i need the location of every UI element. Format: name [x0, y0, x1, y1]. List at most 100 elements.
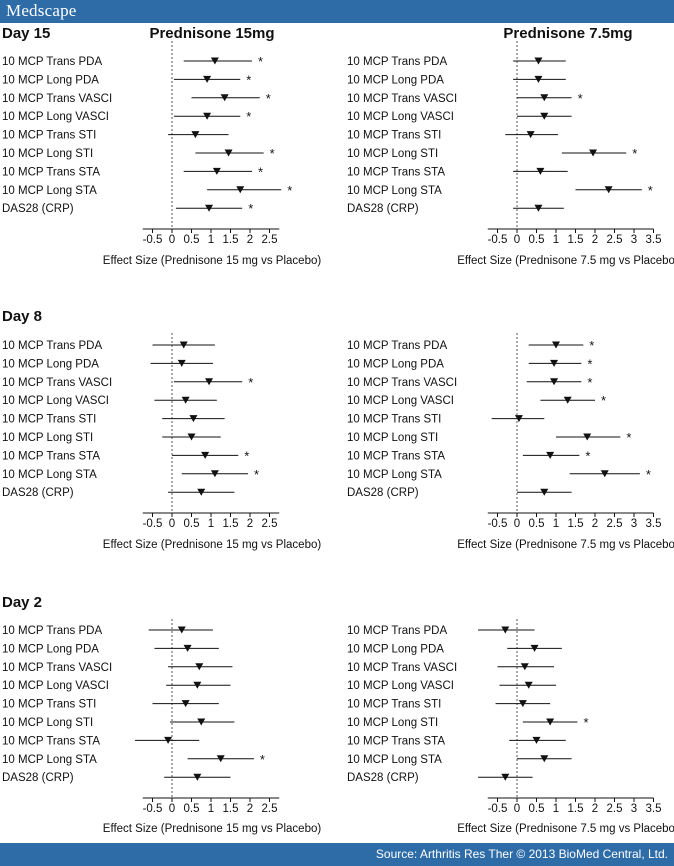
significance-asterisk: * — [626, 430, 631, 445]
column-title-prednisone-15mg: Prednisone 15mg — [149, 25, 274, 42]
row-label: 10 MCP Long STI — [2, 432, 93, 444]
x-tick-label: 2 — [592, 803, 598, 815]
row-label: 10 MCP Long STI — [347, 717, 438, 729]
effect-estimate-marker — [183, 644, 192, 652]
row-label: 10 MCP Trans VASCI — [347, 377, 457, 389]
x-tick-label: 2.5 — [607, 518, 623, 530]
x-tick-label: 0 — [514, 803, 520, 815]
effect-estimate-marker — [181, 700, 190, 708]
significance-asterisk: * — [585, 448, 590, 463]
row-label: 10 MCP Long VASCI — [347, 111, 454, 123]
x-tick-label: 2.5 — [262, 803, 278, 815]
effect-estimate-marker — [534, 75, 543, 83]
row-label: 10 MCP Trans STI — [347, 699, 441, 711]
row-label: 10 MCP Long VASCI — [347, 395, 454, 407]
x-tick-label: 1 — [208, 234, 214, 246]
x-tick-label: 0 — [169, 234, 175, 246]
x-tick-label: 2 — [592, 234, 598, 246]
section-title-day: Day 2 — [2, 594, 42, 611]
row-label: 10 MCP Trans VASCI — [347, 93, 457, 105]
x-tick-label: 1 — [208, 803, 214, 815]
effect-estimate-marker — [536, 167, 545, 175]
effect-estimate-marker — [195, 663, 204, 671]
significance-asterisk: * — [632, 146, 637, 161]
effect-estimate-marker — [224, 149, 233, 157]
significance-asterisk: * — [246, 72, 251, 87]
significance-asterisk: * — [587, 375, 592, 390]
row-label: DAS28 (CRP) — [347, 772, 419, 784]
section-title-day: Day 8 — [2, 308, 42, 325]
row-label: 10 MCP Long STI — [347, 432, 438, 444]
effect-estimate-marker — [501, 626, 510, 634]
effect-estimate-marker — [540, 755, 549, 763]
significance-asterisk: * — [646, 467, 651, 482]
significance-asterisk: * — [258, 164, 263, 179]
effect-estimate-marker — [518, 700, 527, 708]
x-tick-label: -0.5 — [488, 518, 508, 530]
row-label: 10 MCP Trans STA — [2, 166, 100, 178]
effect-estimate-marker — [216, 755, 225, 763]
effect-estimate-marker — [534, 204, 543, 212]
x-axis-label: Effect Size (Prednisone 7.5 mg vs Placeb… — [457, 823, 674, 835]
effect-estimate-marker — [212, 167, 221, 175]
x-tick-label: 1 — [553, 518, 559, 530]
effect-estimate-marker — [177, 359, 186, 367]
x-axis-label: Effect Size (Prednisone 15 mg vs Placebo… — [103, 823, 322, 835]
x-tick-label: 2 — [247, 518, 253, 530]
effect-estimate-marker — [203, 112, 212, 120]
row-label: 10 MCP Long PDA — [347, 74, 444, 86]
x-axis-label: Effect Size (Prednisone 7.5 mg vs Placeb… — [457, 539, 674, 551]
x-tick-label: 1.5 — [568, 803, 584, 815]
significance-asterisk: * — [244, 448, 249, 463]
effect-estimate-marker — [583, 433, 592, 441]
row-label: 10 MCP Trans VASCI — [347, 662, 457, 674]
x-tick-label: 2.5 — [262, 234, 278, 246]
x-tick-label: 2 — [247, 803, 253, 815]
row-label: 10 MCP Trans STI — [347, 130, 441, 142]
medscape-logo: Medscape — [6, 1, 77, 20]
significance-asterisk: * — [246, 109, 251, 124]
row-label: 10 MCP Trans STI — [347, 414, 441, 426]
effect-estimate-marker — [552, 341, 560, 349]
effect-estimate-marker — [197, 718, 206, 726]
x-tick-label: 3 — [631, 234, 637, 246]
effect-estimate-marker — [589, 149, 598, 157]
x-tick-label: 0.5 — [184, 234, 200, 246]
x-tick-label: -0.5 — [143, 518, 163, 530]
effect-estimate-marker — [563, 396, 572, 404]
effect-estimate-marker — [205, 204, 214, 212]
x-tick-label: 2.5 — [607, 803, 623, 815]
row-label: 10 MCP Long PDA — [347, 643, 444, 655]
row-label: 10 MCP Long STA — [347, 469, 442, 481]
row-label: 10 MCP Trans VASCI — [2, 662, 112, 674]
column-title-prednisone-7-5mg: Prednisone 7.5mg — [503, 25, 632, 42]
x-tick-label: 1.5 — [223, 234, 239, 246]
row-label: 10 MCP Trans VASCI — [2, 377, 112, 389]
x-tick-label: 3.5 — [646, 803, 662, 815]
x-tick-label: 1.5 — [223, 518, 239, 530]
effect-estimate-marker — [540, 94, 549, 102]
row-label: 10 MCP Trans STA — [347, 735, 445, 747]
x-tick-label: -0.5 — [488, 234, 508, 246]
row-label: 10 MCP Long STA — [2, 185, 97, 197]
row-label: 10 MCP Long VASCI — [2, 680, 109, 692]
row-label: 10 MCP Long STA — [2, 754, 97, 766]
row-label: 10 MCP Trans PDA — [347, 56, 447, 68]
row-label: 10 MCP Trans PDA — [347, 625, 447, 637]
significance-asterisk: * — [260, 752, 265, 767]
row-label: 10 MCP Long STA — [347, 185, 442, 197]
x-axis-label: Effect Size (Prednisone 15 mg vs Placebo… — [103, 255, 322, 267]
effect-estimate-marker — [164, 736, 173, 744]
row-label: 10 MCP Long VASCI — [347, 680, 454, 692]
significance-asterisk: * — [578, 91, 583, 106]
effect-estimate-marker — [201, 451, 210, 459]
footer-bar: Source: Arthritis Res Ther © 2013 BioMed… — [0, 843, 674, 866]
x-tick-label: 3.5 — [646, 518, 662, 530]
x-tick-label: 2 — [592, 518, 598, 530]
significance-asterisk: * — [258, 54, 263, 69]
row-label: 10 MCP Long PDA — [347, 358, 444, 370]
significance-asterisk: * — [287, 183, 292, 198]
effect-estimate-marker — [532, 736, 541, 744]
effect-estimate-marker — [530, 644, 539, 652]
row-label: DAS28 (CRP) — [347, 487, 419, 499]
